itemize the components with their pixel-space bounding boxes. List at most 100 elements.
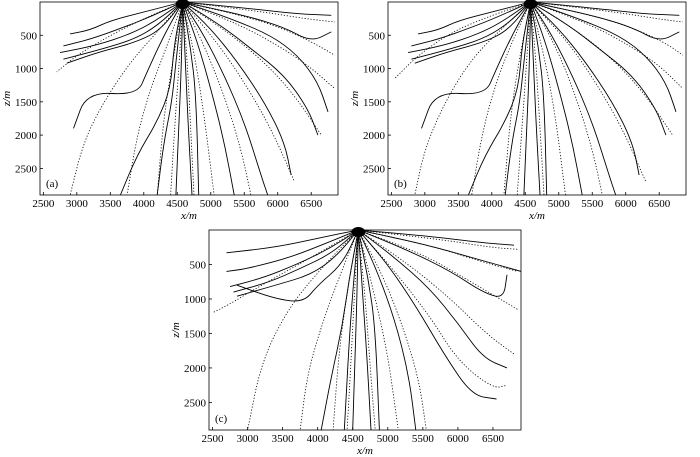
solid-ray-9 <box>523 2 532 195</box>
solid-ray-2 <box>411 2 531 47</box>
x-axis-label: x/m <box>180 210 197 222</box>
solid-ray-6 <box>236 230 359 302</box>
solid-ray-5 <box>66 2 183 64</box>
dotted-ray-29 <box>182 2 335 89</box>
x-tick-label: 3500 <box>99 198 122 210</box>
dotted-ray-28 <box>182 2 322 136</box>
y-axis-label: z/m <box>349 91 361 107</box>
y-tick-label: 1500 <box>363 97 386 109</box>
solid-ray-8 <box>156 2 184 195</box>
dotted-ray-24 <box>530 2 545 195</box>
dotted-ray-28 <box>530 2 673 136</box>
solid-ray-1 <box>418 2 531 35</box>
solid-ray-4 <box>63 2 183 60</box>
y-tick-label: 1500 <box>184 328 207 340</box>
solid-ray-18 <box>530 2 680 16</box>
chart-panel-3: 2500 3000 3500 4000 4500 5000 5500 6000 6500 500 1… <box>170 227 522 457</box>
solid-ray-15 <box>358 230 508 297</box>
dotted-ray-30 <box>182 2 335 56</box>
ray-paths <box>394 2 683 195</box>
dotted-ray-21 <box>126 2 183 195</box>
plot-frame <box>387 1 687 196</box>
solid-ray-13 <box>357 230 497 400</box>
plot-frame <box>39 1 339 196</box>
source-point <box>351 227 366 237</box>
x-tick-label: 2500 <box>202 433 225 445</box>
y-tick-label: 500 <box>21 30 38 42</box>
solid-ray-13 <box>530 2 617 195</box>
solid-ray-12 <box>530 2 583 195</box>
y-tick-label: 1000 <box>184 294 207 306</box>
y-axis-label: z/m <box>170 322 182 338</box>
solid-ray-14 <box>530 2 640 176</box>
x-tick-label: 4000 <box>481 198 504 210</box>
dotted-ray-18 <box>212 230 359 314</box>
x-tick-label: 4500 <box>342 433 365 445</box>
dotted-ray-19 <box>394 2 531 79</box>
solid-ray-10 <box>357 230 372 430</box>
dotted-ray-20 <box>414 2 531 195</box>
x-tick-label: 2500 <box>32 198 55 210</box>
panel-label: (a) <box>46 178 59 190</box>
dotted-ray-27 <box>530 2 647 182</box>
solid-ray-12 <box>357 230 417 430</box>
solid-ray-11 <box>182 2 200 195</box>
x-tick-label: 3000 <box>237 433 260 445</box>
solid-ray-11 <box>357 230 380 430</box>
x-tick-label: 6000 <box>267 198 290 210</box>
x-tick-label: 4000 <box>307 433 330 445</box>
solid-ray-5 <box>236 230 359 297</box>
solid-ray-3 <box>60 2 183 54</box>
x-tick-label: 6000 <box>447 433 470 445</box>
dotted-ray-30 <box>530 2 683 56</box>
dotted-ray-25 <box>182 2 215 195</box>
dotted-ray-28 <box>358 230 518 310</box>
solid-ray-16 <box>182 2 329 112</box>
x-tick-label: 5000 <box>377 433 400 445</box>
chart-panel-1: 2500 3000 3500 4000 4500 5000 5500 6000 6500 500 1… <box>1 0 339 222</box>
solid-ray-4 <box>411 2 531 60</box>
solid-ray-3 <box>408 2 531 54</box>
x-tick-label: 2500 <box>380 198 403 210</box>
y-tick-label: 500 <box>369 30 386 42</box>
dotted-ray-29 <box>358 230 518 272</box>
y-tick-label: 500 <box>190 259 207 271</box>
x-tick-label: 4500 <box>166 198 189 210</box>
y-tick-label: 1000 <box>363 64 386 76</box>
dotted-ray-21 <box>471 2 531 195</box>
y-tick-label: 1500 <box>15 97 38 109</box>
x-tick-label: 6500 <box>300 198 323 210</box>
x-tick-label: 5000 <box>200 198 223 210</box>
panel-label: (c) <box>215 413 228 425</box>
solid-ray-11 <box>530 2 548 195</box>
y-tick-label: 1000 <box>15 64 38 76</box>
x-tick-label: 4500 <box>514 198 537 210</box>
dotted-ray-19 <box>247 230 359 430</box>
y-tick-label: 2500 <box>15 163 38 175</box>
solid-ray-13 <box>182 2 269 195</box>
x-tick-label: 6000 <box>615 198 638 210</box>
dotted-ray-23 <box>357 230 376 430</box>
y-tick-label: 2000 <box>15 130 38 142</box>
plot-frame <box>208 229 522 431</box>
y-tick-label: 2500 <box>363 163 386 175</box>
x-tick-label: 6500 <box>648 198 671 210</box>
y-tick-label: 2000 <box>184 363 207 375</box>
solid-ray-7 <box>467 2 532 195</box>
dotted-ray-30 <box>358 230 518 250</box>
solid-ray-12 <box>182 2 235 195</box>
solid-ray-6 <box>73 2 183 129</box>
solid-ray-7 <box>119 2 184 195</box>
dotted-ray-22 <box>503 2 531 195</box>
dotted-ray-26 <box>358 230 508 388</box>
solid-ray-10 <box>182 2 193 195</box>
solid-ray-14 <box>358 230 508 369</box>
solid-ray-14 <box>182 2 292 176</box>
solid-ray-15 <box>182 2 319 136</box>
solid-ray-6 <box>421 2 531 129</box>
solid-ray-16 <box>530 2 677 112</box>
solid-ray-2 <box>226 230 359 272</box>
x-tick-label: 5000 <box>548 198 571 210</box>
dotted-ray-25 <box>357 230 427 430</box>
